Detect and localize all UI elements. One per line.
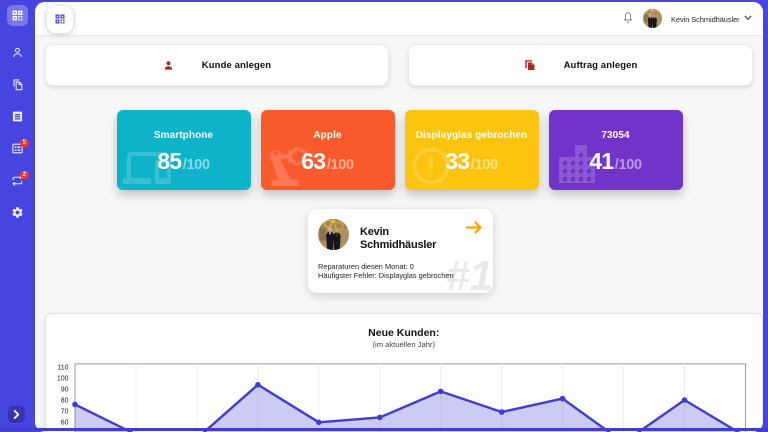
svg-text:100: 100 xyxy=(56,375,68,382)
svg-text:110: 110 xyxy=(57,364,68,371)
svg-text:90: 90 xyxy=(60,386,68,393)
svg-text:70: 70 xyxy=(60,408,68,415)
svg-text:80: 80 xyxy=(60,397,68,404)
svg-text:60: 60 xyxy=(60,419,68,426)
